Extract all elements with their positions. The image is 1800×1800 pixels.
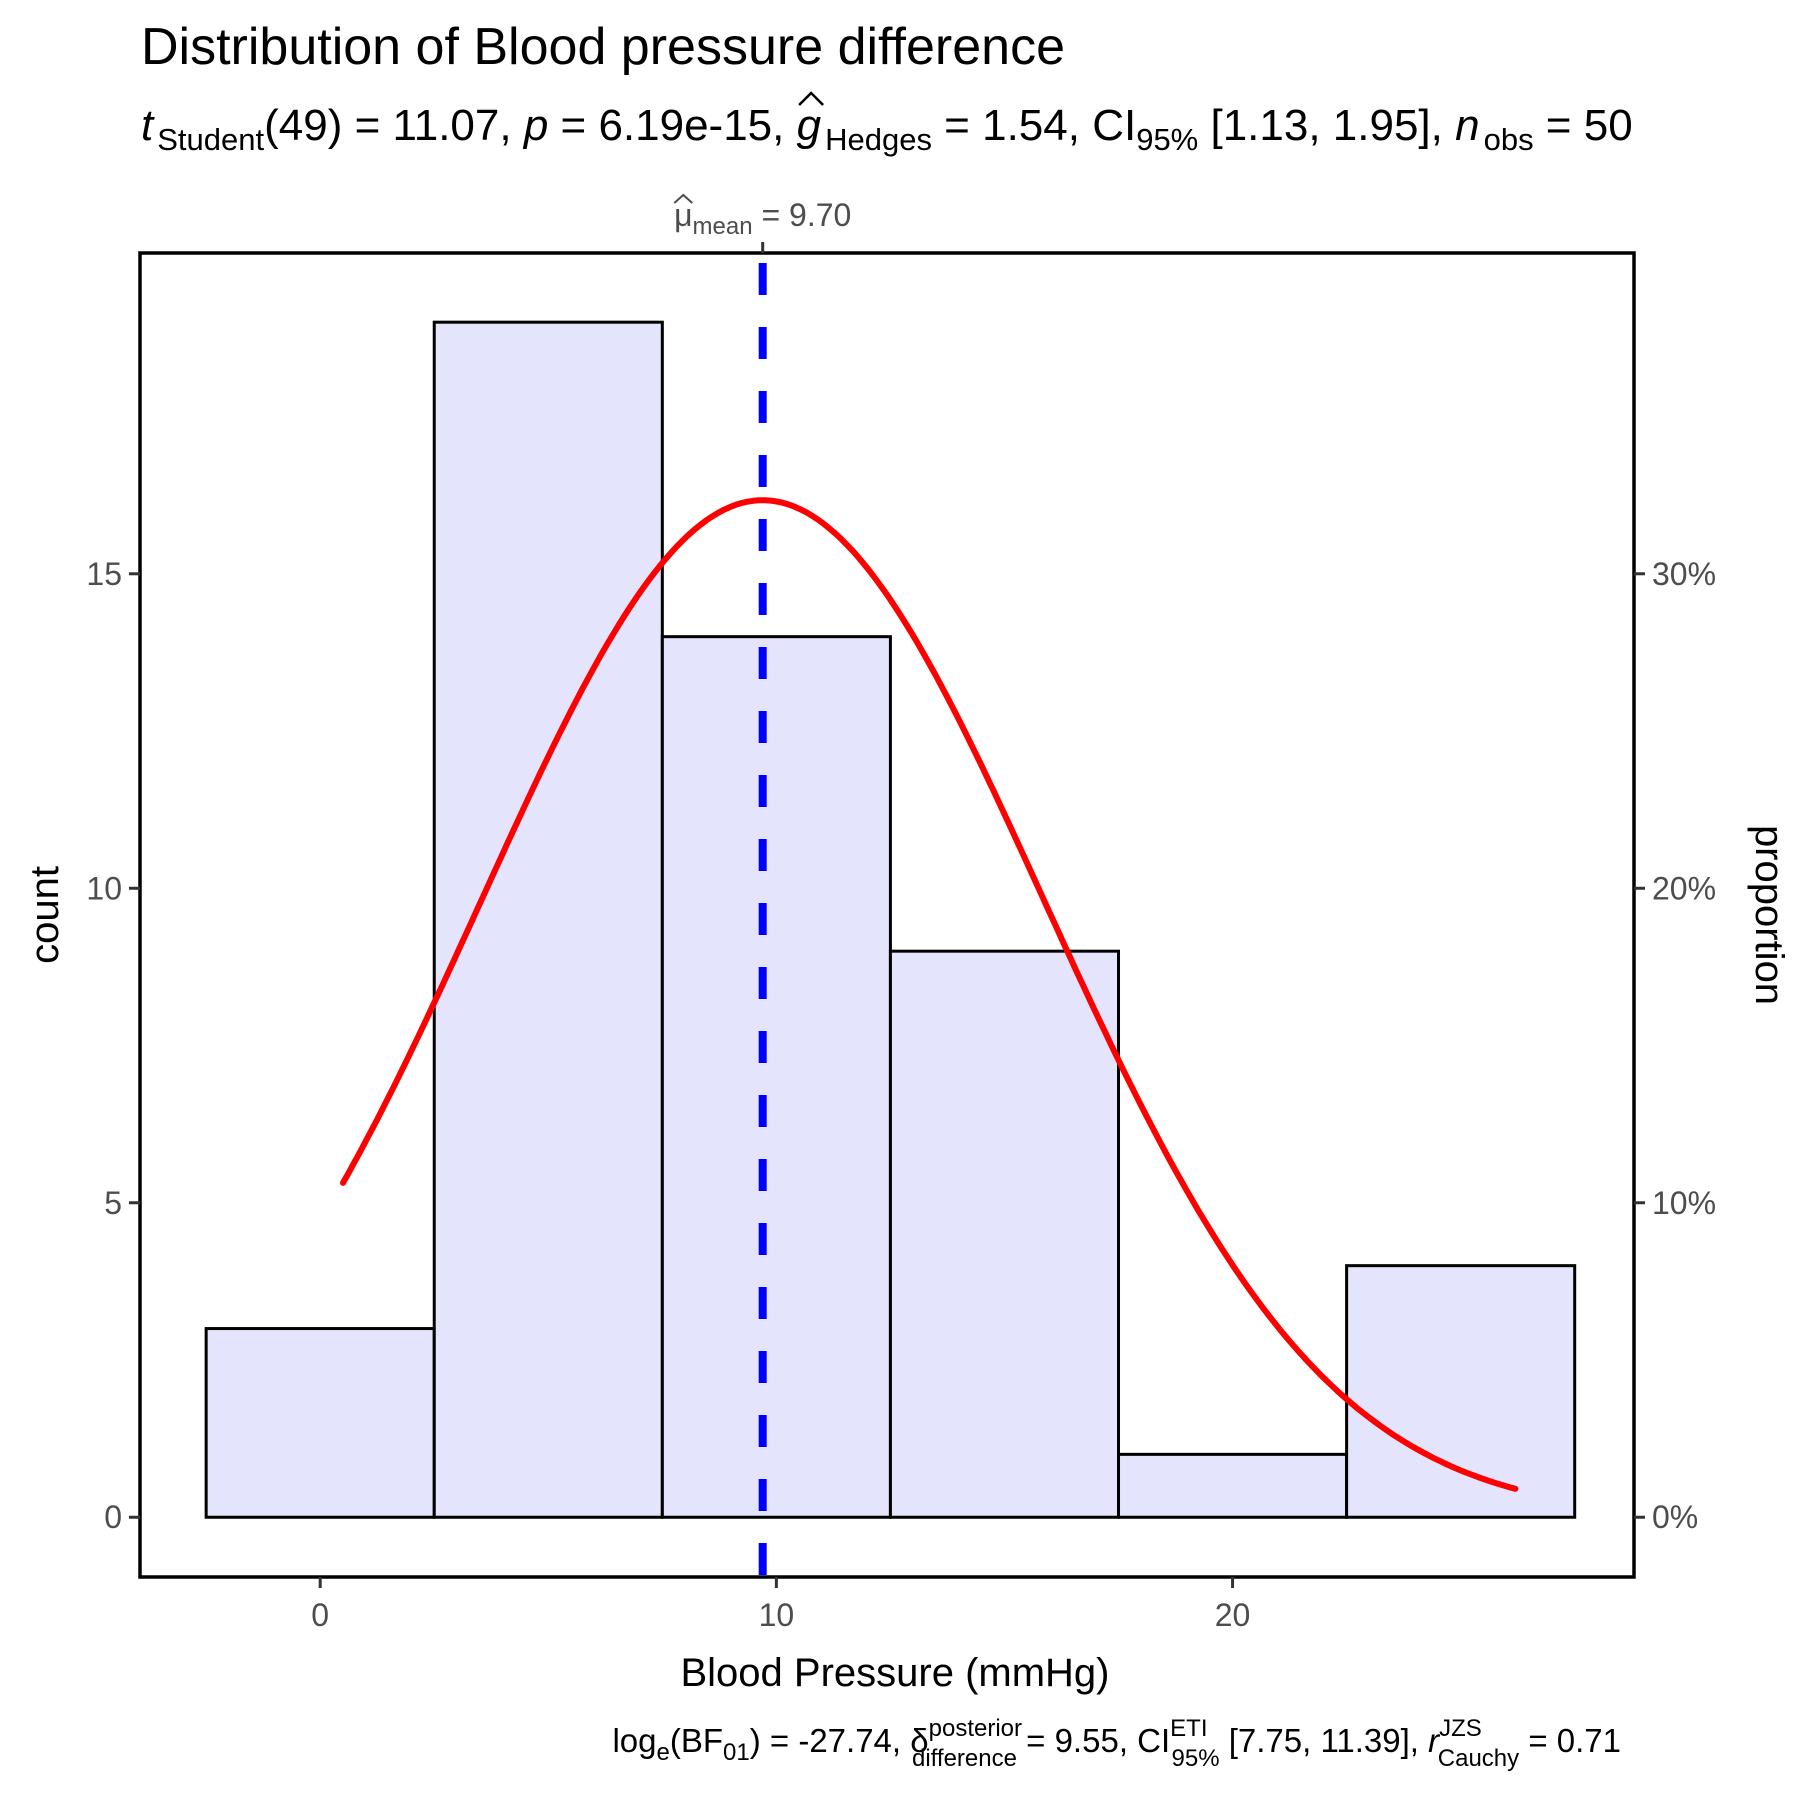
ci-value: [1.13, 1.95] (1210, 101, 1430, 150)
mean-label: μmean = 9.70 (674, 197, 851, 240)
y2-tick-label-3: 30% (1652, 556, 1716, 592)
delta-value: 9.55 (1055, 1722, 1119, 1759)
bf-value: -27.74 (798, 1722, 892, 1759)
hat-accent-mu (673, 193, 693, 204)
histogram-bar-3 (888, 949, 1121, 1519)
curve-layer (340, 497, 1519, 1492)
ci2-value: [7.75, 11.39] (1229, 1722, 1410, 1759)
normal-curve (340, 497, 1519, 1492)
bf-inner: BF (681, 1722, 723, 1759)
bf-inner-sub: 01 (723, 1739, 750, 1766)
histogram-bar-2 (660, 635, 892, 1519)
y-axis-title: count (23, 866, 67, 964)
n-sub: obs (1484, 122, 1534, 157)
g-value: 1.54 (982, 101, 1068, 150)
mu-value: 9.70 (789, 197, 851, 233)
y2-tick-label-0: 0% (1652, 1499, 1698, 1535)
ci2-sub: 95% (1172, 1745, 1220, 1772)
histogram-bar-1 (432, 320, 664, 1519)
y-tick-label-0: 0 (104, 1499, 122, 1535)
bf-log: log (612, 1722, 656, 1759)
x-tick-label-1: 10 (759, 1597, 795, 1633)
y-tick-label-2: 10 (86, 870, 122, 906)
histogram-bar-0 (204, 1327, 436, 1519)
r-value: 0.71 (1557, 1722, 1621, 1759)
g-sub: Hedges (825, 122, 932, 157)
x-axis: 0 10 20 (311, 1577, 1250, 1633)
y2-tick-label-2: 20% (1652, 870, 1716, 906)
y2-axis-title: proportion (1747, 825, 1791, 1005)
hat-accent-g (798, 91, 824, 106)
g-symbol: g (797, 101, 822, 150)
delta-sup: posterior (929, 1715, 1022, 1742)
chart-subtitle: t Student(49) = 11.07, p = 6.19e-15, g Hed… (141, 101, 1633, 157)
bf-log-sub: e (656, 1739, 669, 1766)
r-symbol: r (1428, 1722, 1441, 1759)
y-tick-label-3: 15 (86, 556, 122, 592)
x-tick-label-2: 20 (1215, 1597, 1251, 1633)
histogram-bar-4 (1117, 1452, 1349, 1519)
t-value: 11.07 (393, 101, 500, 150)
t-sub: Student (157, 122, 264, 157)
histogram-bar-5 (1345, 1264, 1577, 1519)
ci-symbol: CI (1092, 101, 1136, 150)
chart-title: Distribution of Blood pressure differenc… (141, 18, 1065, 76)
t-df: (49) (264, 101, 342, 150)
n-value: 50 (1584, 101, 1633, 150)
ci2-symbol: CI (1137, 1722, 1170, 1759)
delta-symbol: δ (910, 1722, 928, 1759)
p-symbol: p (522, 101, 548, 150)
plot-panel-border (138, 251, 1636, 1579)
ci-sub: 95% (1136, 122, 1198, 157)
t-symbol: t (141, 101, 155, 150)
y-tick-label-1: 5 (104, 1185, 122, 1221)
y-axis-left: 0 5 10 15 (86, 556, 140, 1535)
r-sup: JZS (1439, 1715, 1482, 1742)
y2-tick-label-1: 10% (1652, 1185, 1716, 1221)
p-value: 6.19e-15 (598, 101, 772, 150)
ci2-sup: ETI (1170, 1715, 1207, 1742)
y-axis-right: 0% 10% 20% 30% (1634, 556, 1716, 1535)
mu-sub: mean (693, 213, 753, 240)
x-axis-title: Blood Pressure (mmHg) (680, 1651, 1109, 1695)
bars-layer (204, 320, 1577, 1519)
mu-symbol: μ (674, 197, 692, 233)
x-tick-label-0: 0 (311, 1597, 329, 1633)
r-sub: Cauchy (1438, 1745, 1519, 1772)
n-symbol: n (1455, 101, 1479, 150)
chart-caption: loge(BF01) = -27.74, δposterior differenc… (612, 1715, 1621, 1772)
delta-sub: difference (912, 1745, 1017, 1772)
